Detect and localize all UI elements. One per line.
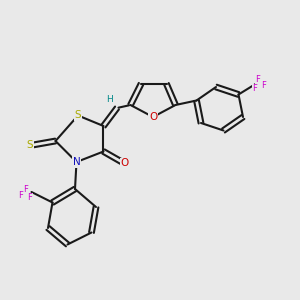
Text: S: S (75, 110, 81, 121)
Text: F: F (253, 84, 257, 93)
Text: N: N (73, 157, 80, 167)
Text: F: F (256, 75, 260, 84)
Text: F: F (19, 190, 23, 200)
Text: H: H (106, 94, 113, 103)
Text: S: S (27, 140, 33, 151)
Text: O: O (149, 112, 157, 122)
Text: F: F (28, 194, 32, 202)
Text: O: O (120, 158, 129, 169)
Text: F: F (23, 184, 28, 194)
Text: F: F (262, 81, 266, 90)
